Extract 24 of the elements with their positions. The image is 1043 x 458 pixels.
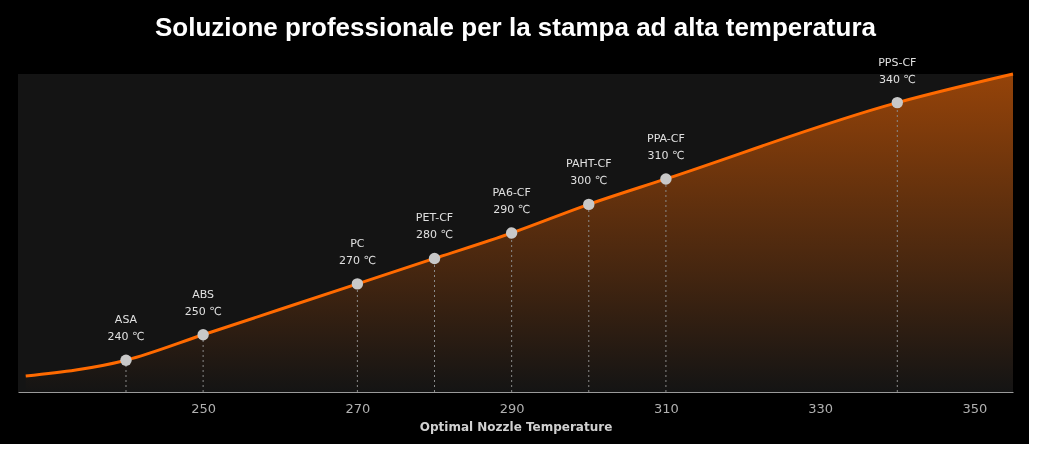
- annotation: ABS 250 ℃: [184, 287, 222, 318]
- annotation: PA6-CF 290 ℃: [492, 186, 531, 216]
- x-tick-label: 250: [191, 400, 217, 416]
- annotation: PET-CF 280 ℃: [415, 211, 454, 242]
- x-tick-label: 270: [345, 400, 371, 416]
- point: [505, 227, 518, 239]
- x-tick-label: 350: [962, 400, 988, 416]
- x-tick-label: 310: [653, 400, 679, 416]
- point: [891, 96, 903, 109]
- x-tick-label: 330: [808, 400, 834, 416]
- annotation: PAHT-CF 300 ℃: [566, 157, 612, 188]
- chart-title: Soluzione professionale per la stampa ad alta temperatura: [155, 11, 877, 42]
- x-axis-title: Optimal Nozzle Temperature: [419, 419, 613, 434]
- point: [197, 329, 209, 341]
- point: [660, 173, 672, 185]
- annotation: PPS-CF 340 ℃: [878, 55, 917, 86]
- annotation: PC 270 ℃: [338, 236, 376, 267]
- point: [583, 198, 595, 211]
- annotation: ASA 240 ℃: [107, 313, 145, 344]
- point: [120, 354, 132, 366]
- point: [351, 278, 364, 290]
- point: [428, 252, 441, 265]
- x-tick-label: 290: [499, 400, 525, 416]
- annotation: PPA-CF 310 ℃: [646, 131, 685, 162]
